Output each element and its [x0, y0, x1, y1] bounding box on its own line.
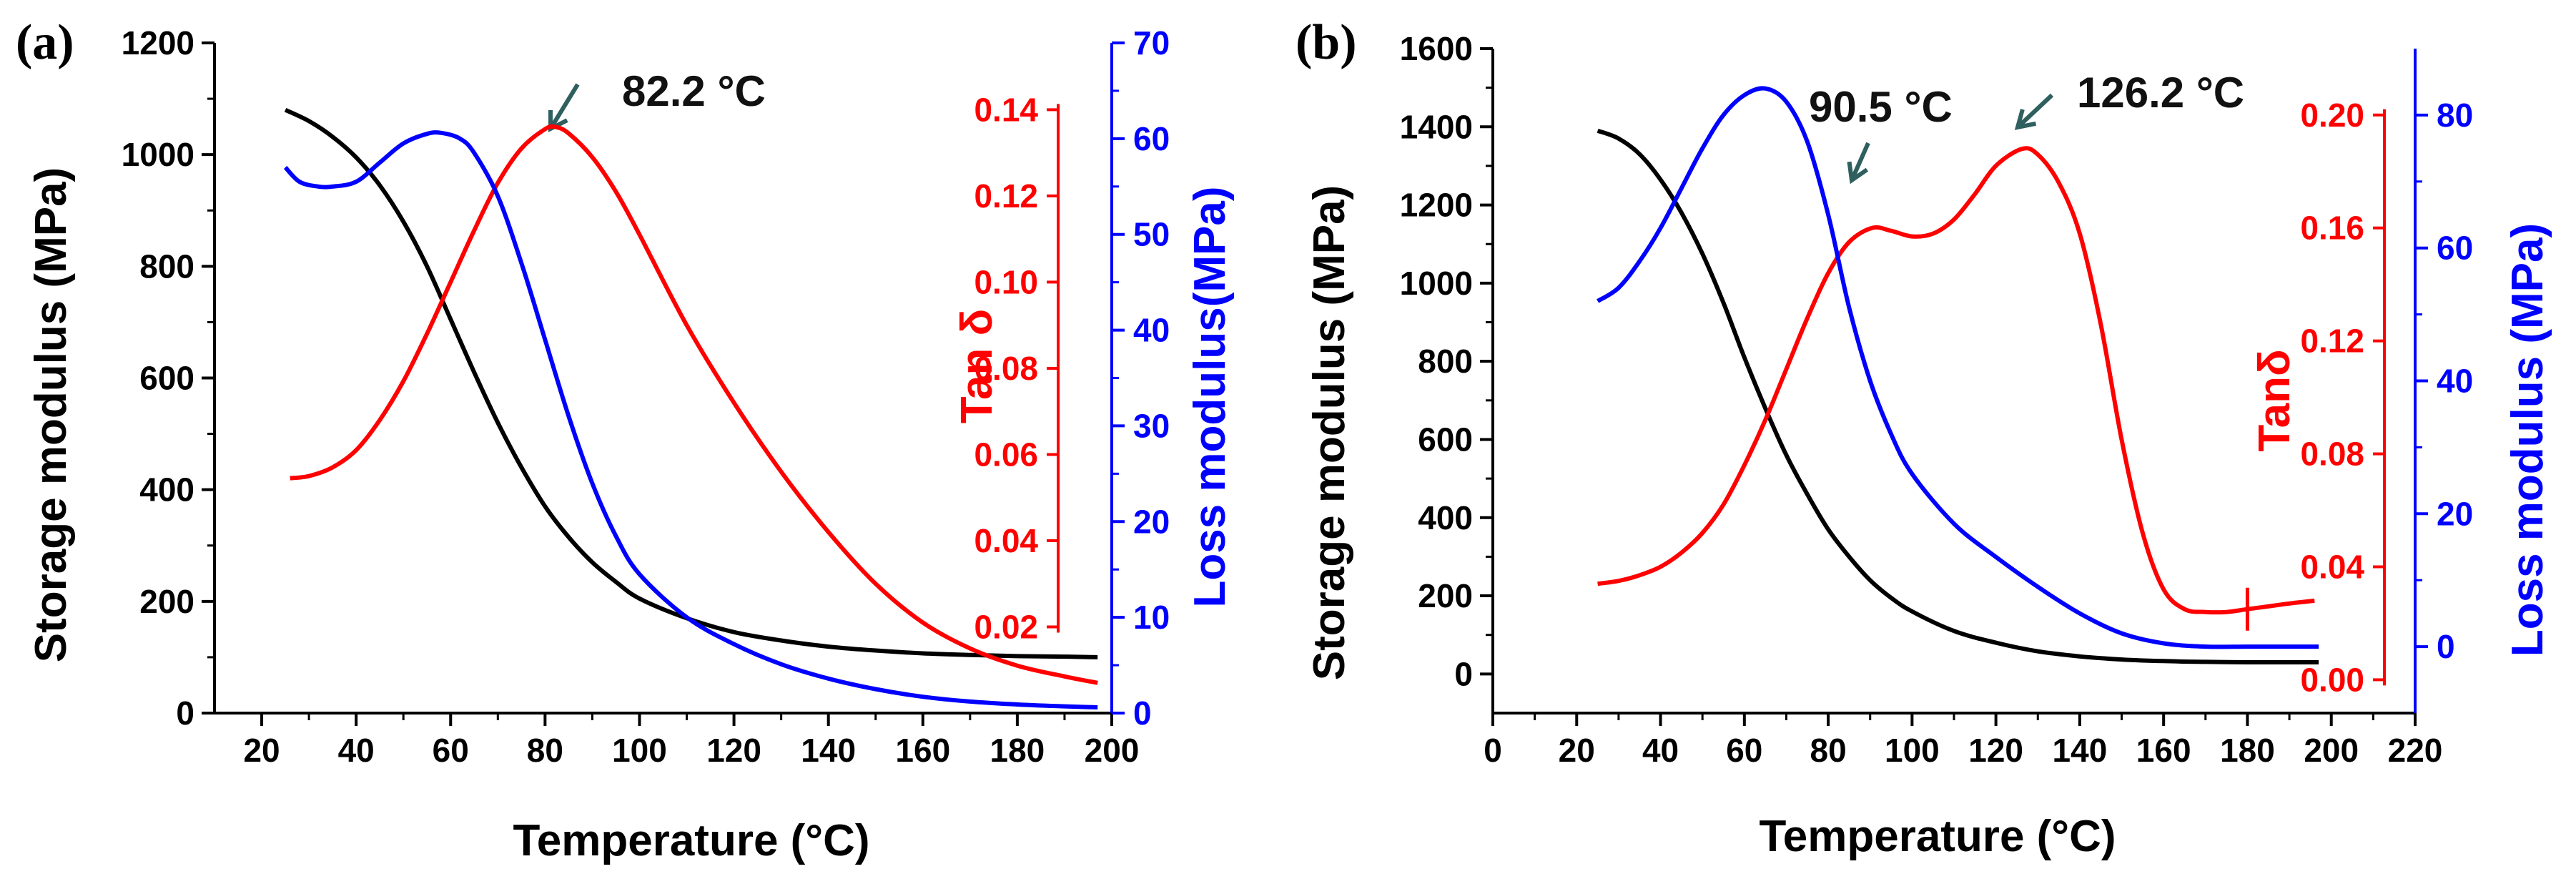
panel-b-x-tick-label: 100 — [1885, 732, 1940, 769]
panel-a-x-tick-label: 60 — [433, 732, 469, 769]
panel-a-loss-tick-label: 70 — [1133, 24, 1170, 62]
panel-b-tan-tick-label: 0.08 — [2300, 436, 2364, 473]
panel-a-tan-tick-label: 0.12 — [974, 177, 1038, 215]
panel-b-peak-annotation: 126.2 °C — [2077, 69, 2244, 117]
panel-a-storage-tick-label: 1000 — [122, 136, 194, 173]
panel-a-x-tick-label: 200 — [1085, 732, 1140, 769]
panel-b-peak-arrow — [1850, 142, 1870, 182]
panel-b-peak-arrowhead — [1847, 161, 1869, 185]
panel-a-storage-modulus-axis-label: Storage modulus (MPa) — [26, 167, 76, 662]
panel-b-peak-arrow — [2015, 93, 2054, 129]
panel-a-loss-modulus-axis-label: Loss modulus(MPa) — [1185, 186, 1235, 607]
panel-b-loss-modulus-axis-label: Loss modulus (MPa) — [2503, 223, 2552, 657]
panel-b-temperature-axis-label: Temperature (°C) — [1759, 812, 2116, 861]
panel-b-storage-tick-label: 1200 — [1400, 187, 1473, 224]
panel-a-tan-tick-label: 0.06 — [974, 436, 1038, 473]
panel-b-tan-curve — [1597, 146, 2315, 615]
panel-b-label: (b) — [1296, 15, 1357, 70]
panel-b-tan-tick-label: 0.00 — [2300, 661, 2364, 698]
panel-b-loss-tick-label: 80 — [2437, 97, 2473, 134]
panel-a-loss-tick-label: 20 — [1133, 503, 1170, 540]
panel-a-tan-delta-axis-label: Tan δ — [952, 309, 1002, 423]
panel-b-x-tick-label: 140 — [2053, 732, 2108, 769]
panel-a-loss-modulus-curve — [283, 130, 1098, 709]
panel-a-loss-tick-label: 0 — [1133, 694, 1152, 732]
panel-b-storage-tick-label: 600 — [1418, 421, 1473, 458]
panel-b-storage-tick-label: 200 — [1418, 577, 1473, 614]
panel-a-tan-tick-label: 0.04 — [974, 522, 1038, 559]
panel-a-tan-tick-label: 0.08 — [974, 350, 1038, 387]
panel-b-tan-tick-label: 0.04 — [2300, 548, 2364, 585]
panel-a: (a) Storage modulus (MPa) Tan δ Loss mod… — [16, 15, 1235, 865]
panel-a-storage-tick-label: 400 — [139, 471, 194, 509]
panel-b-storage-tick-label: 1000 — [1400, 265, 1473, 302]
panel-a-storage-modulus-curve — [284, 107, 1098, 659]
panel-b: (b) Storage modulus (MPa) Tanδ Loss modu… — [1296, 15, 2552, 861]
panel-b-storage-tick-label: 1600 — [1400, 30, 1473, 67]
panel-b-storage-modulus-axis-label: Storage modulus (MPa) — [1305, 185, 1354, 680]
panel-b-tan-tick-label: 0.16 — [2300, 210, 2364, 247]
panel-b-storage-tick-label: 400 — [1418, 499, 1473, 536]
panel-b-tan-tick-label: 0.20 — [2300, 97, 2364, 134]
panel-a-storage-tick-label: 200 — [139, 583, 194, 620]
panel-b-x-tick-label: 120 — [1968, 732, 2023, 769]
panel-a-storage-tick-label: 800 — [139, 247, 194, 285]
panel-b-x-tick-label: 20 — [1559, 732, 1595, 769]
panel-a-label: (a) — [16, 15, 74, 70]
panel-b-tan-delta-axis-label: Tanδ — [2250, 349, 2299, 451]
panel-a-storage-tick-label: 600 — [139, 360, 194, 397]
panel-a-tan-tick-label: 0.14 — [974, 91, 1038, 128]
panel-b-storage-tick-label: 1400 — [1400, 108, 1473, 145]
panel-a-loss-tick-label: 10 — [1133, 599, 1170, 636]
panel-a-x-tick-label: 160 — [895, 732, 950, 769]
panel-b-loss-tick-label: 40 — [2437, 363, 2473, 400]
panel-a-storage-tick-label: 0 — [176, 694, 194, 732]
panel-b-loss-tick-label: 20 — [2437, 495, 2473, 532]
panel-a-x-tick-label: 180 — [990, 732, 1045, 769]
panel-a-x-tick-label: 120 — [706, 732, 761, 769]
panel-b-x-tick-label: 40 — [1642, 732, 1679, 769]
panel-b-x-tick-label: 200 — [2304, 732, 2359, 769]
panel-b-x-tick-label: 60 — [1726, 732, 1762, 769]
panel-a-peak-annotation: 82.2 °C — [622, 67, 766, 115]
panel-a-loss-tick-label: 50 — [1133, 216, 1170, 253]
panel-b-annotations: 90.5 °C 126.2 °C — [1809, 69, 2244, 185]
panel-b-peak-arrowhead — [2014, 109, 2037, 130]
panel-b-x-tick-label: 80 — [1810, 732, 1847, 769]
panel-b-x-tick-label: 160 — [2136, 732, 2191, 769]
panel-a-loss-tick-label: 40 — [1133, 312, 1170, 349]
panel-a-tan-curve — [290, 124, 1098, 685]
panel-b-x-tick-label: 220 — [2388, 732, 2443, 769]
panel-a-temperature-axis-label: Temperature (°C) — [513, 816, 869, 865]
panel-a-peak-arrow — [548, 83, 580, 130]
panel-a-loss-tick-label: 60 — [1133, 120, 1170, 157]
panel-a-x-tick-label: 20 — [243, 732, 280, 769]
panel-b-x-tick-label: 180 — [2220, 732, 2275, 769]
panel-b-storage-tick-label: 800 — [1418, 343, 1473, 380]
panel-b-storage-tick-label: 0 — [1454, 655, 1473, 692]
panel-a-x-tick-label: 100 — [612, 732, 667, 769]
panel-b-tan-tick-label: 0.12 — [2300, 323, 2364, 360]
panel-b-loss-tick-label: 60 — [2437, 230, 2473, 267]
panel-a-storage-tick-label: 1200 — [122, 24, 194, 62]
panel-b-loss-tick-label: 0 — [2437, 628, 2455, 665]
panel-a-x-tick-label: 80 — [527, 732, 563, 769]
panel-a-tan-tick-label: 0.10 — [974, 263, 1038, 300]
panel-a-x-tick-label: 40 — [338, 732, 375, 769]
panel-b-peak-annotation: 90.5 °C — [1809, 83, 1953, 131]
panel-a-peak-arrowhead — [548, 110, 568, 132]
panel-a-annotations: 82.2 °C — [548, 67, 766, 132]
panel-b-x-tick-label: 0 — [1484, 732, 1502, 769]
panel-a-tan-tick-label: 0.02 — [974, 608, 1038, 645]
panel-b-storage-modulus-curve — [1597, 128, 2319, 664]
panel-a-loss-tick-label: 30 — [1133, 407, 1170, 444]
panel-b-loss-modulus-curve — [1596, 86, 2319, 649]
panel-a-x-tick-label: 140 — [801, 732, 856, 769]
